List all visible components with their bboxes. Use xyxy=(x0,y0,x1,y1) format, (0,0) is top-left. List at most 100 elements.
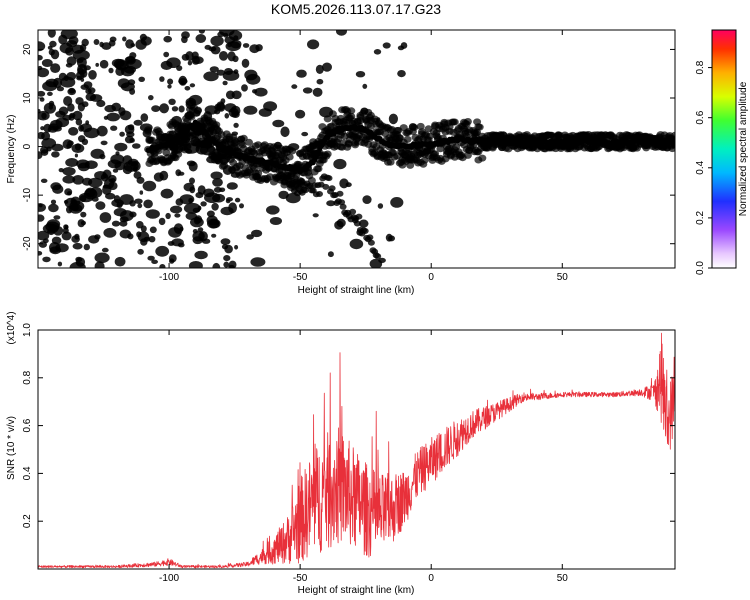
heatmap-cell xyxy=(132,166,138,173)
heatmap-cell xyxy=(96,125,108,137)
heatmap-cell xyxy=(184,86,191,91)
heatmap-cell xyxy=(134,198,143,204)
heatmap-cell xyxy=(266,173,274,181)
heatmap-cell xyxy=(212,193,226,203)
spectrogram-heatmap xyxy=(38,30,675,268)
heatmap-cell xyxy=(325,175,333,182)
heatmap-cell xyxy=(103,227,117,238)
heatmap-cell xyxy=(38,109,41,114)
heatmap-cell xyxy=(153,172,164,182)
heatmap-cell xyxy=(57,261,63,267)
heatmap-cell xyxy=(149,226,157,234)
heatmap-cell xyxy=(88,177,103,188)
colorbar-tick-label: 0.8 xyxy=(695,60,706,74)
heatmap-cell xyxy=(210,35,224,47)
heatmap-cell xyxy=(63,96,73,106)
y-tick-label: 0.8 xyxy=(22,370,33,384)
heatmap-cell xyxy=(111,220,121,227)
heatmap-cell xyxy=(48,203,59,213)
heatmap-cell xyxy=(71,143,85,153)
heatmap-cell xyxy=(38,214,45,222)
heatmap-cell xyxy=(62,114,72,121)
heatmap-cell xyxy=(80,220,86,226)
heatmap-cell xyxy=(323,150,332,158)
heatmap-cell xyxy=(155,245,170,257)
heatmap-cell xyxy=(194,250,208,260)
heatmap-cell xyxy=(158,217,166,226)
heatmap-cell xyxy=(213,186,222,193)
y-tick-label: 0.4 xyxy=(22,466,33,480)
heatmap-cell xyxy=(119,220,128,227)
heatmap-cell xyxy=(176,65,183,71)
x-tick-label: 50 xyxy=(557,573,569,584)
heatmap-cell xyxy=(192,229,198,234)
heatmap-cell xyxy=(280,126,290,138)
y-tick-label: 20 xyxy=(22,43,33,55)
heatmap-cell xyxy=(206,210,215,218)
colorbar-tick-label: 0.4 xyxy=(695,160,706,174)
heatmap-cell xyxy=(50,63,61,73)
y-tick-label: 0.2 xyxy=(22,514,33,528)
heatmap-cell xyxy=(234,245,239,250)
heatmap-cell xyxy=(67,191,72,196)
heatmap-cell xyxy=(220,158,229,166)
heatmap-cell xyxy=(38,230,50,241)
heatmap-cell xyxy=(272,119,285,128)
heatmap-cell xyxy=(251,229,263,238)
chart-title: KOM5.2026.113.07.17.G23 xyxy=(271,1,441,17)
heatmap-cell xyxy=(51,151,60,158)
heatmap-cell xyxy=(374,253,382,260)
x-tick-label: -50 xyxy=(293,573,308,584)
heatmap-cell xyxy=(211,202,219,211)
heatmap-cell xyxy=(339,178,349,189)
heatmap-cell xyxy=(200,201,207,207)
colorbar-label: Normalized spectral amplitude xyxy=(738,81,749,216)
heatmap-cell xyxy=(112,168,119,173)
x-tick-label: -100 xyxy=(159,573,179,584)
heatmap-cell xyxy=(361,228,369,234)
heatmap-cell xyxy=(148,236,156,243)
heatmap-cell xyxy=(126,131,135,138)
heatmap-cell xyxy=(75,257,86,267)
heatmap-cell xyxy=(174,213,181,218)
heatmap-cell xyxy=(58,168,64,173)
y-tick-label: 0 xyxy=(22,143,33,149)
heatmap-cell xyxy=(84,188,98,200)
heatmap-cell xyxy=(38,241,48,248)
heatmap-cell xyxy=(349,238,364,250)
heatmap-cell xyxy=(167,78,174,85)
heatmap-cell xyxy=(351,141,360,149)
heatmap-cell xyxy=(133,119,143,126)
heatmap-cell xyxy=(382,42,391,49)
heatmap-cell xyxy=(264,164,273,172)
heatmap-cell xyxy=(117,78,130,89)
heatmap-cell xyxy=(233,122,239,128)
heatmap-cell xyxy=(241,58,250,68)
heatmap-cell xyxy=(159,103,170,114)
heatmap-cell xyxy=(209,66,219,73)
heatmap-cell xyxy=(362,83,368,89)
heatmap-cell xyxy=(230,105,241,116)
heatmap-cell xyxy=(75,118,83,126)
heatmap-cell xyxy=(362,195,372,205)
heatmap-cell xyxy=(353,220,361,227)
spectrogram-frame xyxy=(37,29,676,269)
heatmap-cell xyxy=(62,167,76,176)
heatmap-cell xyxy=(201,238,211,244)
heatmap-cell xyxy=(228,202,238,214)
heatmap-cell xyxy=(671,131,675,139)
heatmap-cell xyxy=(208,219,220,229)
heatmap-cell xyxy=(142,180,157,192)
heatmap-cell xyxy=(169,258,175,264)
heatmap-cell xyxy=(208,46,217,52)
heatmap-cell xyxy=(323,115,332,123)
heatmap-cell xyxy=(99,41,104,48)
heatmap-cell xyxy=(144,127,153,135)
heatmap-cell xyxy=(178,75,187,86)
heatmap-cell xyxy=(40,178,48,183)
heatmap-cell xyxy=(312,213,319,218)
heatmap-cell xyxy=(239,203,244,209)
